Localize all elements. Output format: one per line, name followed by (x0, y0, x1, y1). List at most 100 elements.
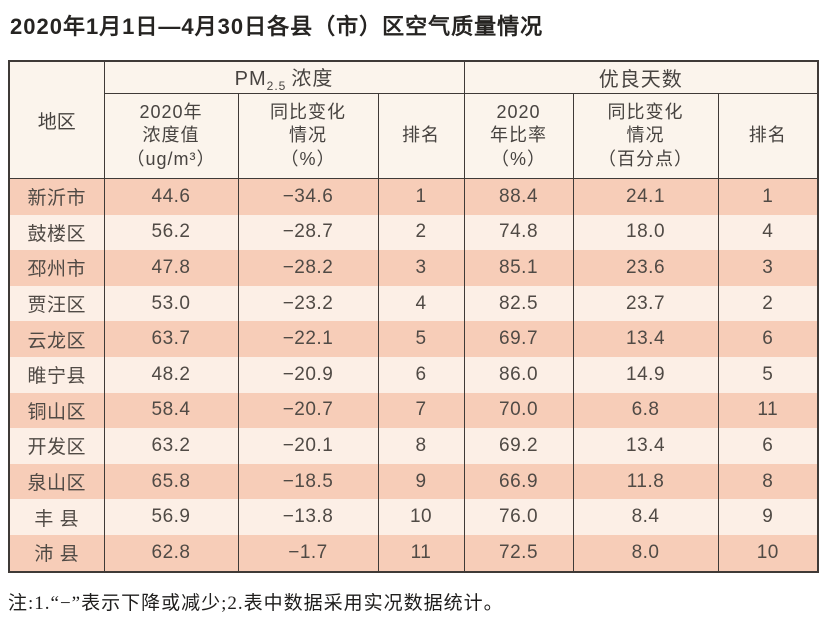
value-cell: −1.7 (237, 534, 379, 572)
value-cell: 10 (377, 499, 465, 535)
value-cell: −28.7 (237, 214, 379, 251)
value-cell: 48.2 (103, 356, 239, 393)
value-cell: 6 (717, 321, 819, 357)
value-cell: 2 (717, 285, 819, 322)
region-cell: 泉山区 (8, 463, 105, 500)
region-cell: 沛 县 (8, 534, 105, 572)
value-cell: 8 (717, 463, 819, 500)
value-cell: 3 (377, 250, 465, 286)
header-pm25-value: 2020年 浓度值 （ug/m³） (103, 93, 239, 179)
value-cell: 58.4 (103, 392, 239, 429)
value-cell: 2 (377, 214, 465, 251)
table-row: 丰 县 56.9 −13.8 10 76.0 8.4 9 (8, 499, 819, 535)
header-pm25-rank: 排名 (377, 93, 465, 179)
table-header: 地区 PM2.5 浓度 优良天数 2020年 浓度值 （ug/m³） 同比变化 情… (8, 61, 819, 179)
value-cell: 13.4 (572, 321, 719, 357)
value-cell: 63.7 (103, 321, 239, 357)
value-cell: 11 (377, 534, 465, 572)
region-cell: 铜山区 (8, 392, 105, 429)
value-cell: −23.2 (237, 285, 379, 322)
value-cell: 8 (377, 428, 465, 464)
pm25-rest: 浓度 (291, 68, 334, 90)
value-cell: 23.6 (572, 250, 719, 286)
value-cell: 10 (717, 534, 819, 572)
page-title: 2020年1月1日—4月30日各县（市）区空气质量情况 (10, 14, 544, 39)
header-group-good-days: 优良天数 (463, 61, 819, 94)
value-cell: 6 (717, 428, 819, 464)
table-row: 睢宁县 48.2 −20.9 6 86.0 14.9 5 (8, 356, 819, 393)
table-row: 新沂市 44.6 −34.6 1 88.4 24.1 1 (8, 178, 819, 215)
value-cell: 11 (717, 392, 819, 429)
table-row: 云龙区 63.7 −22.1 5 69.7 13.4 6 (8, 321, 819, 357)
pm25-prefix: PM (234, 68, 267, 90)
header-gooddays-rank: 排名 (717, 93, 819, 179)
value-cell: 8.4 (572, 499, 719, 535)
header-gooddays-ratio: 2020 年比率 （%） (463, 93, 574, 179)
value-cell: 70.0 (463, 392, 574, 429)
table-row: 泉山区 65.8 −18.5 9 66.9 11.8 8 (8, 463, 819, 500)
table-row: 沛 县 62.8 −1.7 11 72.5 8.0 10 (8, 534, 819, 572)
value-cell: −20.1 (237, 428, 379, 464)
pm25-subscript: 2.5 (266, 79, 287, 93)
header-pm25-change: 同比变化 情况 （%） (237, 93, 379, 179)
value-cell: 69.7 (463, 321, 574, 357)
table-row: 贾汪区 53.0 −23.2 4 82.5 23.7 2 (8, 285, 819, 322)
value-cell: 86.0 (463, 356, 574, 393)
value-cell: −28.2 (237, 250, 379, 286)
value-cell: 62.8 (103, 534, 239, 572)
value-cell: −34.6 (237, 178, 379, 215)
region-cell: 丰 县 (8, 499, 105, 535)
value-cell: 56.2 (103, 214, 239, 251)
region-cell: 贾汪区 (8, 285, 105, 322)
value-cell: 6 (377, 356, 465, 393)
value-cell: 13.4 (572, 428, 719, 464)
value-cell: 9 (377, 463, 465, 500)
region-cell: 睢宁县 (8, 356, 105, 393)
value-cell: 3 (717, 250, 819, 286)
value-cell: 44.6 (103, 178, 239, 215)
value-cell: 23.7 (572, 285, 719, 322)
header-group-pm25: PM2.5 浓度 (103, 61, 465, 94)
table-body: 新沂市 44.6 −34.6 1 88.4 24.1 1 鼓楼区 56.2 −28.7 2 74.8 1… (8, 178, 819, 572)
value-cell: 82.5 (463, 285, 574, 322)
table-row: 开发区 63.2 −20.1 8 69.2 13.4 6 (8, 428, 819, 464)
value-cell: 8.0 (572, 534, 719, 572)
value-cell: 53.0 (103, 285, 239, 322)
value-cell: 76.0 (463, 499, 574, 535)
value-cell: 56.9 (103, 499, 239, 535)
table-row: 铜山区 58.4 −20.7 7 70.0 6.8 11 (8, 392, 819, 429)
value-cell: 7 (377, 392, 465, 429)
table-row: 鼓楼区 56.2 −28.7 2 74.8 18.0 4 (8, 214, 819, 251)
value-cell: 5 (377, 321, 465, 357)
footnote: 注:1.“−”表示下降或减少;2.表中数据采用实况数据统计。 (8, 592, 504, 614)
air-quality-table: 地区 PM2.5 浓度 优良天数 2020年 浓度值 （ug/m³） 同比变化 情… (8, 60, 820, 573)
value-cell: 14.9 (572, 356, 719, 393)
value-cell: 69.2 (463, 428, 574, 464)
value-cell: 4 (717, 214, 819, 251)
value-cell: 74.8 (463, 214, 574, 251)
header-gooddays-change: 同比变化 情况 （百分点） (572, 93, 719, 179)
header-region: 地区 (8, 61, 105, 179)
value-cell: −22.1 (237, 321, 379, 357)
value-cell: 47.8 (103, 250, 239, 286)
value-cell: 72.5 (463, 534, 574, 572)
value-cell: 85.1 (463, 250, 574, 286)
value-cell: 24.1 (572, 178, 719, 215)
value-cell: 6.8 (572, 392, 719, 429)
value-cell: 88.4 (463, 178, 574, 215)
value-cell: 66.9 (463, 463, 574, 500)
value-cell: 18.0 (572, 214, 719, 251)
region-cell: 新沂市 (8, 178, 105, 215)
region-cell: 开发区 (8, 428, 105, 464)
value-cell: 65.8 (103, 463, 239, 500)
value-cell: 63.2 (103, 428, 239, 464)
value-cell: −13.8 (237, 499, 379, 535)
value-cell: 1 (717, 178, 819, 215)
region-cell: 邳州市 (8, 250, 105, 286)
table-row: 邳州市 47.8 −28.2 3 85.1 23.6 3 (8, 250, 819, 286)
value-cell: 1 (377, 178, 465, 215)
value-cell: 5 (717, 356, 819, 393)
header-sub-row: 2020年 浓度值 （ug/m³） 同比变化 情况 （%） 排名 2020 年比… (9, 93, 819, 179)
region-cell: 云龙区 (8, 321, 105, 357)
value-cell: 4 (377, 285, 465, 322)
